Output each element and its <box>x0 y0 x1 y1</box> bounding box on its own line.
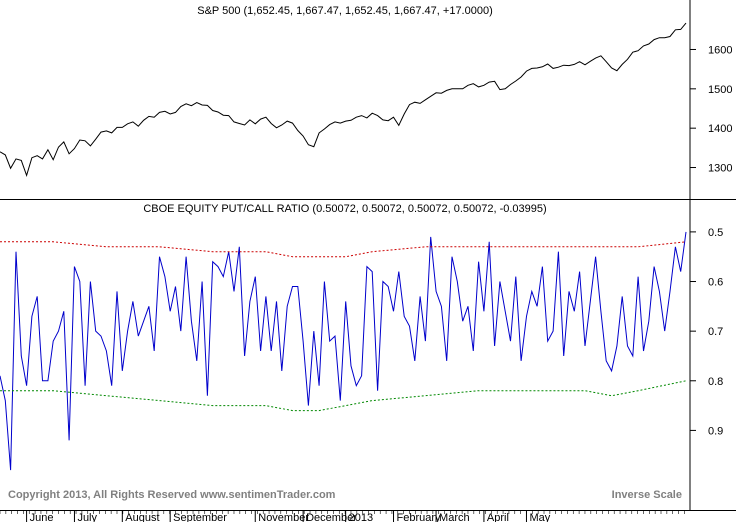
put-call-ratio-line <box>0 231 687 471</box>
copyright-text: Copyright 2013, All Rights Reserved www.… <box>8 489 336 501</box>
x-month-label: June <box>30 512 54 522</box>
x-month-label: July <box>77 512 97 522</box>
x-month-label: April <box>487 512 509 522</box>
sp500-title: S&P 500 (1,652.45, 1,667.47, 1,652.45, 1… <box>197 5 493 17</box>
x-month-label: December <box>306 512 357 522</box>
sp500-panel: S&P 500 (1,652.45, 1,667.47, 1,652.45, 1… <box>0 5 732 178</box>
y-tick-label: 1300 <box>708 163 732 175</box>
put-call-title: CBOE EQUITY PUT/CALL RATIO (0.50072, 0.5… <box>143 203 546 215</box>
x-month-label: May <box>529 512 550 522</box>
x-month-label: 2013 <box>349 512 373 522</box>
y-tick-label: 0.8 <box>708 376 723 388</box>
x-month-label: February <box>397 512 442 522</box>
y-tick-label: 0.9 <box>708 425 723 437</box>
inverse-scale-label: Inverse Scale <box>612 489 682 501</box>
x-month-label: November <box>258 512 309 522</box>
y-tick-label: 0.5 <box>708 227 723 239</box>
y-tick-label: 1400 <box>708 123 732 135</box>
upper-band-line <box>0 241 687 258</box>
lower-band-line <box>0 380 687 412</box>
x-month-label: September <box>173 512 227 522</box>
y-tick-label: 0.6 <box>708 277 723 289</box>
sp500-line <box>0 22 687 178</box>
x-month-label: August <box>125 512 159 522</box>
put-call-panel: CBOE EQUITY PUT/CALL RATIO (0.50072, 0.5… <box>0 203 723 471</box>
y-tick-label: 1600 <box>708 44 732 56</box>
y-tick-label: 1500 <box>708 84 732 96</box>
y-tick-label: 0.7 <box>708 326 723 338</box>
x-month-label: March <box>439 512 470 522</box>
